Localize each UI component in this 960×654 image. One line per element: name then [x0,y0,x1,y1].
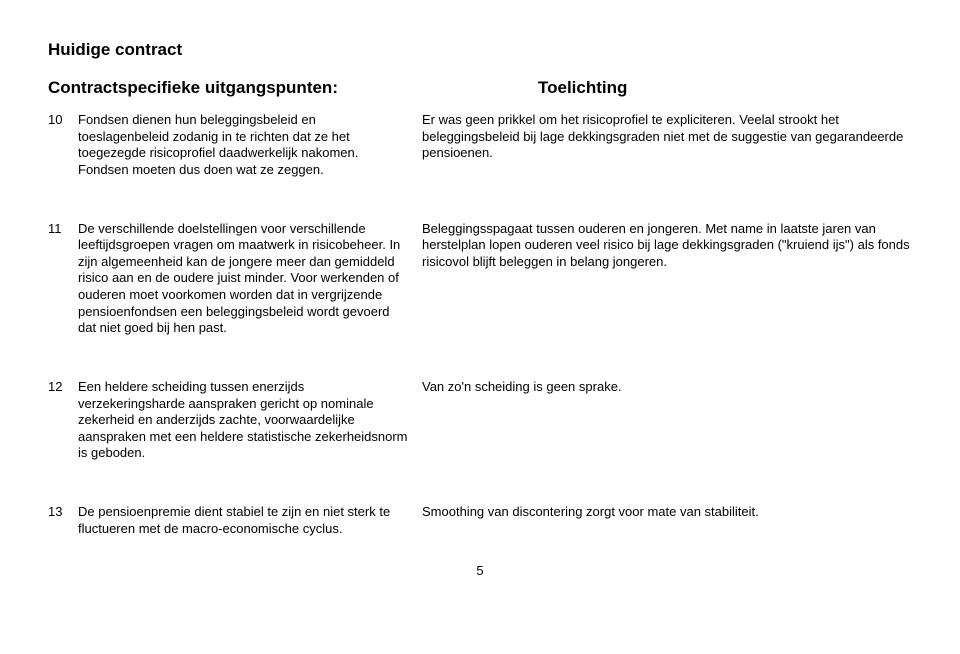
row-right: Beleggingsspagaat tussen ouderen en jong… [422,221,912,337]
row-number: 11 [48,221,78,337]
page-title: Huidige contract [48,40,912,60]
header-left: Contractspecifieke uitgangspunten: [48,78,418,98]
row-left: De verschillende doelstellingen voor ver… [78,221,422,337]
table-row: 12 Een heldere scheiding tussen enerzijd… [48,379,912,462]
row-left: Een heldere scheiding tussen enerzijds v… [78,379,422,462]
row-right: Smoothing van discontering zorgt voor ma… [422,504,912,537]
header-right: Toelichting [418,78,627,98]
row-right: Van zo'n scheiding is geen sprake. [422,379,912,462]
table-row: 11 De verschillende doelstellingen voor … [48,221,912,337]
column-headers: Contractspecifieke uitgangspunten: Toeli… [48,78,912,98]
table-row: 10 Fondsen dienen hun beleggingsbeleid e… [48,112,912,179]
row-left: Fondsen dienen hun beleggingsbeleid en t… [78,112,422,179]
row-number: 12 [48,379,78,462]
page-number: 5 [48,563,912,578]
row-left: De pensioenpremie dient stabiel te zijn … [78,504,422,537]
row-number: 13 [48,504,78,537]
row-right: Er was geen prikkel om het risicoprofiel… [422,112,912,179]
row-number: 10 [48,112,78,179]
table-row: 13 De pensioenpremie dient stabiel te zi… [48,504,912,537]
